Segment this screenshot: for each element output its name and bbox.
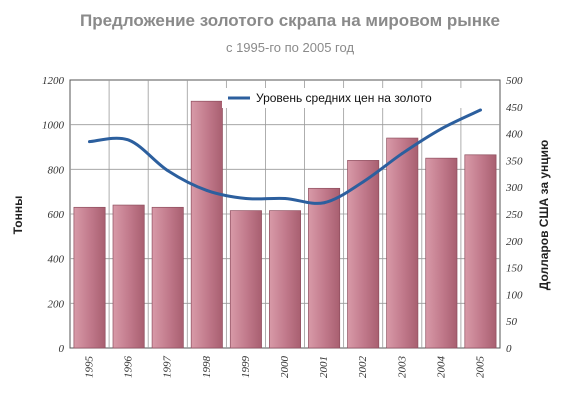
chart-subtitle: с 1995-го по 2005 год (226, 40, 354, 55)
bar (73, 206, 106, 349)
y-tick-label-right: 450 (506, 102, 523, 114)
y-tick-label-left: 0 (59, 343, 65, 355)
y-axis-label-left: Тонны (11, 196, 25, 235)
x-tick-label: 2000 (279, 356, 291, 379)
bar (347, 160, 380, 349)
bar (151, 206, 184, 349)
plot-area: 0 200 400 600 800 1000 1200 0 50 100 150 200 250 300 3… (42, 75, 523, 378)
line-point (127, 138, 131, 142)
x-tick-label: 2003 (396, 356, 408, 379)
line-point (439, 127, 443, 131)
bar (229, 210, 262, 349)
bar (425, 157, 458, 349)
x-tick-label: 1997 (162, 356, 174, 379)
y-tick-label-right: 150 (506, 263, 523, 275)
bar (269, 210, 301, 349)
chart-title: Предложение золотого скрапа на мировом р… (80, 11, 500, 30)
x-tick-label: 1995 (84, 356, 96, 379)
x-tick-label: 1996 (123, 356, 135, 379)
line-point (479, 108, 482, 112)
bar (308, 187, 341, 349)
y-tick-label-left: 800 (48, 164, 65, 176)
y-tick-label-right: 0 (506, 343, 512, 355)
y-tick-label-right: 500 (506, 75, 523, 87)
line-point (400, 152, 404, 155)
bar (464, 154, 497, 349)
bar (190, 100, 223, 349)
line-point (166, 169, 170, 172)
x-tick-label: 2001 (318, 356, 330, 378)
y-tick-label-right: 350 (505, 155, 523, 167)
line-point (361, 180, 365, 184)
y-tick-label-left: 200 (48, 298, 65, 310)
y-tick-label-left: 600 (48, 209, 65, 221)
x-tick-label: 2002 (357, 356, 369, 379)
y-tick-label-right: 200 (506, 236, 523, 248)
x-tick-label: 2005 (474, 356, 486, 379)
y-tick-label-left: 400 (48, 254, 65, 266)
line-point (244, 197, 248, 200)
bar (386, 137, 419, 349)
y-axis-label-right: Долларов США за унцию (537, 140, 551, 290)
y-tick-label-right: 300 (505, 182, 523, 194)
y-tick-label-right: 250 (506, 209, 523, 221)
line-point (88, 140, 91, 144)
y-tick-label-right: 50 (506, 316, 518, 328)
y-tick-label-right: 400 (506, 129, 523, 141)
legend-label: Уровень средних цен на золото (256, 91, 432, 105)
y-tick-label-right: 100 (506, 289, 523, 301)
line-point (322, 201, 326, 205)
line-point (205, 189, 209, 192)
y-tick-label-left: 1200 (42, 75, 65, 87)
line-point (283, 197, 287, 200)
x-tick-label: 2004 (435, 356, 447, 379)
legend-box (222, 88, 484, 108)
x-tick-label: 1998 (201, 356, 213, 379)
y-tick-label-left: 1000 (42, 120, 65, 132)
x-tick-label: 1999 (240, 356, 252, 379)
bar (112, 204, 145, 349)
